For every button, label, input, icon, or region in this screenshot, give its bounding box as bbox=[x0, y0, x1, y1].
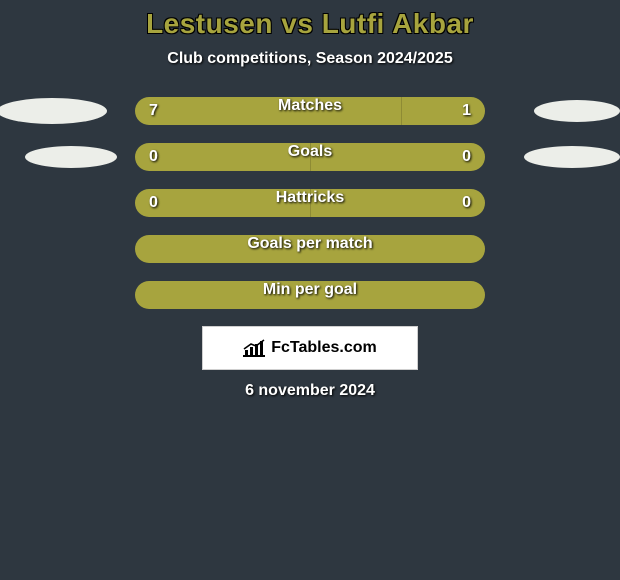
left-badge-slot bbox=[0, 146, 135, 168]
stat-bar-left bbox=[135, 235, 471, 263]
stat-row: Min per goal bbox=[0, 280, 620, 310]
left-value: 7 bbox=[149, 102, 158, 120]
stat-bar-left bbox=[135, 281, 471, 309]
right-value: 1 bbox=[462, 102, 471, 120]
right-badge-slot bbox=[485, 100, 620, 122]
left-value: 0 bbox=[149, 148, 158, 166]
stat-bar: 00Goals bbox=[135, 143, 485, 171]
team-badge-right bbox=[524, 146, 620, 168]
team-badge-left bbox=[0, 98, 107, 124]
bar-chart-icon bbox=[243, 339, 265, 357]
stat-bar: Goals per match bbox=[135, 235, 485, 263]
comparison-widget: Lestusen vs Lutfi Akbar Club competition… bbox=[0, 0, 620, 400]
stat-row: Goals per match bbox=[0, 234, 620, 264]
left-badge-slot bbox=[0, 98, 135, 124]
team-badge-right bbox=[534, 100, 620, 122]
stat-bar-left: 0 bbox=[135, 143, 310, 171]
brand-logo[interactable]: FcTables.com bbox=[202, 326, 418, 370]
brand-text: FcTables.com bbox=[271, 339, 377, 357]
stat-row: 00Hattricks bbox=[0, 188, 620, 218]
stat-bar: 71Matches bbox=[135, 97, 485, 125]
stat-bar: Min per goal bbox=[135, 281, 485, 309]
stat-bar: 00Hattricks bbox=[135, 189, 485, 217]
stat-bar-right: 0 bbox=[310, 143, 485, 171]
right-value: 0 bbox=[462, 194, 471, 212]
stat-bar-left: 7 bbox=[135, 97, 401, 125]
stat-bar-right bbox=[471, 235, 485, 263]
date-label: 6 november 2024 bbox=[0, 382, 620, 400]
stat-bar-right: 1 bbox=[401, 97, 485, 125]
team-badge-left bbox=[25, 146, 117, 168]
stat-row: 71Matches bbox=[0, 96, 620, 126]
page-title: Lestusen vs Lutfi Akbar bbox=[0, 8, 620, 40]
right-badge-slot bbox=[485, 146, 620, 168]
stat-bar-left: 0 bbox=[135, 189, 310, 217]
stat-bar-right: 0 bbox=[310, 189, 485, 217]
subtitle: Club competitions, Season 2024/2025 bbox=[0, 50, 620, 68]
right-value: 0 bbox=[462, 148, 471, 166]
stat-rows: 71Matches00Goals00HattricksGoals per mat… bbox=[0, 96, 620, 310]
stat-row: 00Goals bbox=[0, 142, 620, 172]
stat-bar-right bbox=[471, 281, 485, 309]
left-value: 0 bbox=[149, 194, 158, 212]
